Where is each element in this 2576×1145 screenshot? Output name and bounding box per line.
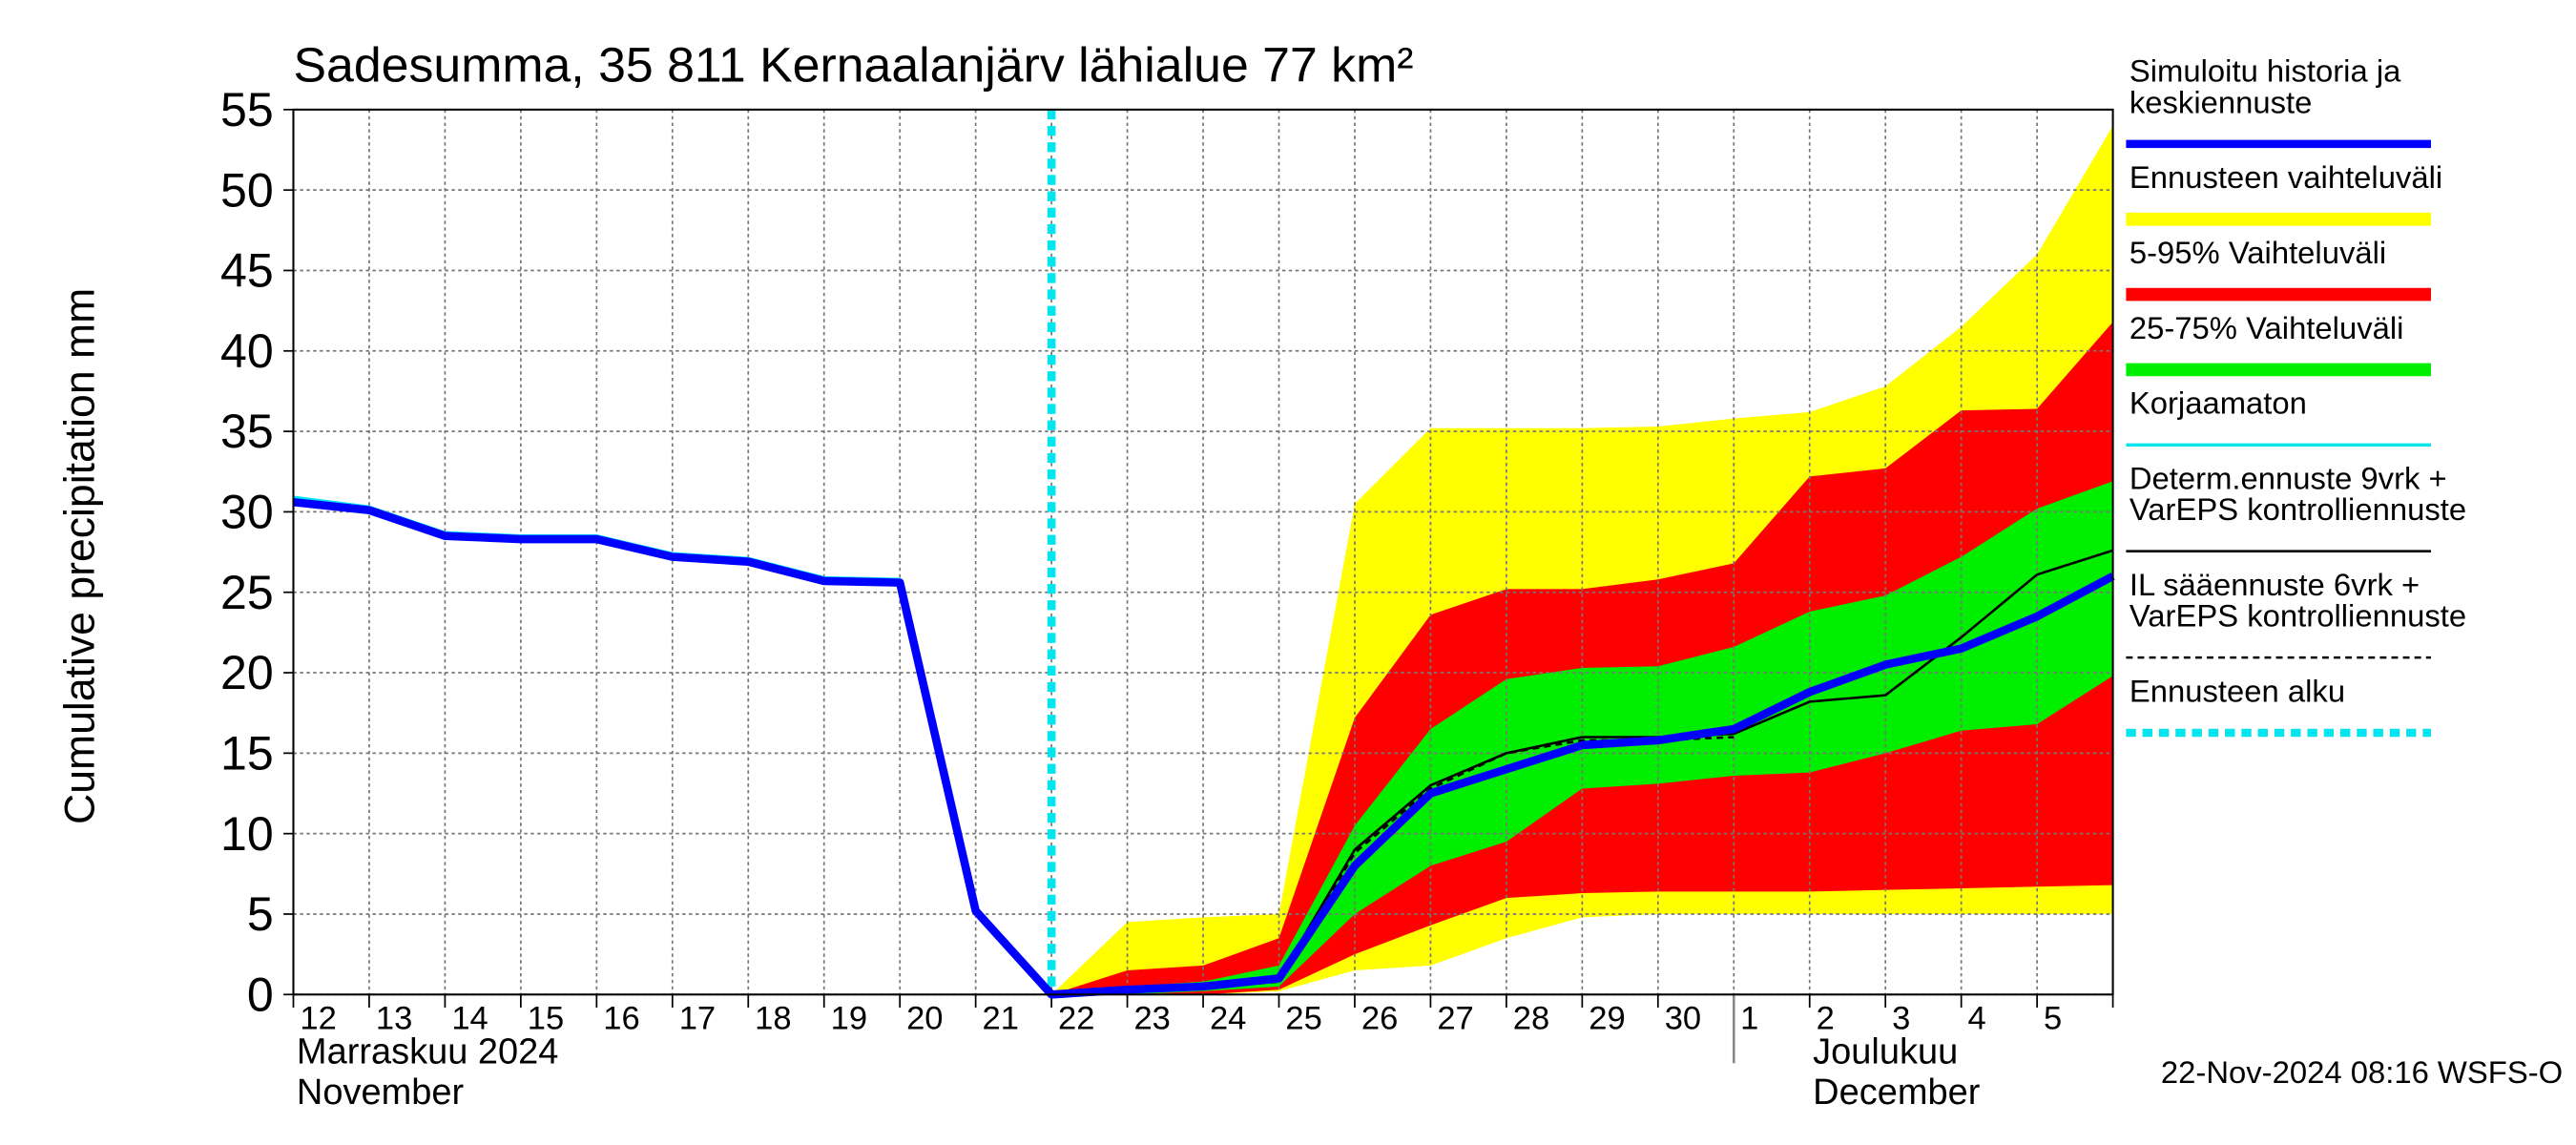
timestamp: 22-Nov-2024 08:16 WSFS-O bbox=[2161, 1054, 2563, 1090]
x-tick-label: 18 bbox=[755, 1000, 791, 1036]
y-tick-label: 0 bbox=[247, 968, 274, 1022]
x-tick-label: 14 bbox=[451, 1000, 488, 1036]
x-tick-label: 2 bbox=[1817, 1000, 1835, 1036]
x-tick-label: 1 bbox=[1740, 1000, 1758, 1036]
plot-frame bbox=[292, 108, 2114, 996]
x-tick-label: 23 bbox=[1133, 1000, 1170, 1036]
chart-title: Sadesumma, 35 811 Kernaalanjärv lähialue… bbox=[293, 37, 1413, 93]
x-tick-label: 28 bbox=[1513, 1000, 1549, 1036]
x-tick-label: 26 bbox=[1361, 1000, 1398, 1036]
y-tick-label: 50 bbox=[220, 163, 274, 217]
y-axis-label: Cumulative precipitation mm bbox=[55, 288, 103, 824]
x-tick-label: 20 bbox=[906, 1000, 943, 1036]
range-band bbox=[1051, 322, 2113, 995]
legend-label: 25-75% Vaihteluväli bbox=[2129, 310, 2404, 345]
legend-label: Ennusteen alku bbox=[2129, 674, 2345, 709]
legend-label: VarEPS kontrolliennuste bbox=[2129, 491, 2466, 527]
x-tick-label: 3 bbox=[1892, 1000, 1910, 1036]
x-tick-label: 25 bbox=[1285, 1000, 1321, 1036]
month-label: December bbox=[1813, 1072, 1980, 1113]
legend-label: Korjaamaton bbox=[2129, 385, 2307, 421]
y-tick-label: 25 bbox=[220, 566, 274, 619]
x-tick-label: 17 bbox=[679, 1000, 716, 1036]
x-tick-label: 24 bbox=[1210, 1000, 1246, 1036]
x-tick-label: 19 bbox=[831, 1000, 867, 1036]
legend-label: Determ.ennuste 9vrk + bbox=[2129, 461, 2447, 496]
x-tick-label: 21 bbox=[983, 1000, 1019, 1036]
y-tick-label: 15 bbox=[220, 727, 274, 781]
x-tick-label: 15 bbox=[528, 1000, 564, 1036]
x-tick-label: 22 bbox=[1058, 1000, 1094, 1036]
legend-label: IL sääennuste 6vrk + bbox=[2129, 567, 2420, 602]
y-tick-label: 45 bbox=[220, 244, 274, 298]
y-tick-label: 5 bbox=[247, 887, 274, 941]
x-tick-label: 12 bbox=[300, 1000, 336, 1036]
month-label: Marraskuu 2024 bbox=[297, 1031, 559, 1072]
x-tick-label: 4 bbox=[1968, 1000, 1986, 1036]
series-line bbox=[1051, 736, 1735, 996]
y-tick-label: 55 bbox=[220, 83, 274, 136]
x-tick-label: 5 bbox=[2044, 1000, 2062, 1036]
y-tick-label: 40 bbox=[220, 324, 274, 378]
x-tick-label: 29 bbox=[1589, 1000, 1625, 1036]
legend-label: keskiennuste bbox=[2129, 84, 2313, 119]
x-tick-label: 27 bbox=[1437, 1000, 1473, 1036]
y-tick-label: 35 bbox=[220, 405, 274, 458]
y-tick-label: 30 bbox=[220, 486, 274, 539]
legend-label: 5-95% Vaihteluväli bbox=[2129, 235, 2386, 270]
x-tick-label: 16 bbox=[603, 1000, 639, 1036]
y-tick-label: 10 bbox=[220, 807, 274, 861]
month-label: Joulukuu bbox=[1813, 1031, 1958, 1072]
y-tick-label: 20 bbox=[220, 646, 274, 699]
x-tick-label: 13 bbox=[376, 1000, 412, 1036]
legend-label: VarEPS kontrolliennuste bbox=[2129, 598, 2466, 634]
series-line bbox=[293, 498, 2115, 999]
legend-label: Ennusteen vaihteluväli bbox=[2129, 159, 2442, 195]
legend-label: Simuloitu historia ja bbox=[2129, 53, 2401, 89]
month-label: November bbox=[297, 1072, 464, 1113]
x-tick-label: 30 bbox=[1665, 1000, 1701, 1036]
